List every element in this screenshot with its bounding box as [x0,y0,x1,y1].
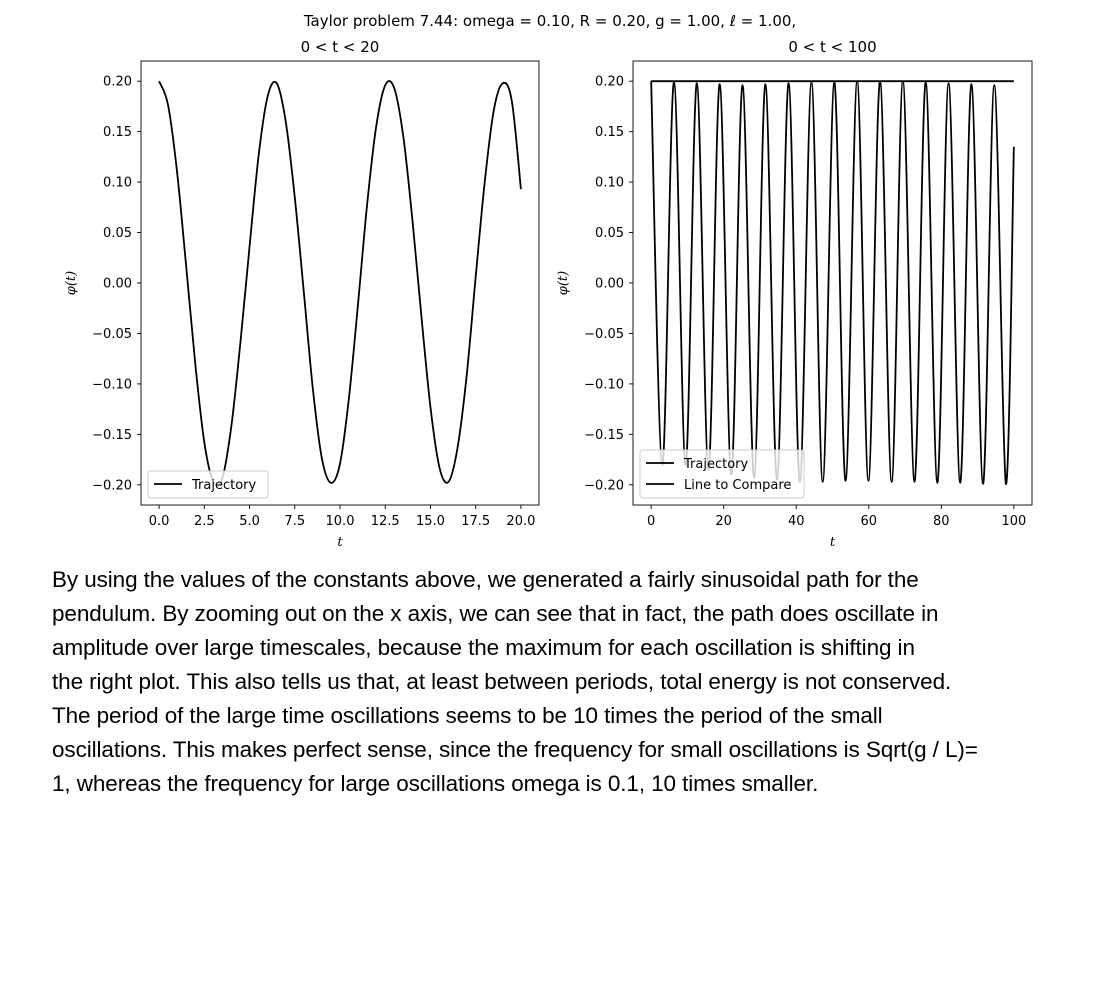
figure-canvas: Taylor problem 7.44: omega = 0.10, R = 0… [64,12,1033,550]
x-tick-label: 60 [860,514,877,529]
x-tick-label: 12.5 [371,514,400,529]
y-tick-label: 0.15 [595,125,624,140]
x-tick-label: 15.0 [416,514,445,529]
axes-title: 0 < t < 20 [301,38,380,56]
x-tick-label: 10.0 [326,514,355,529]
x-axis-label: t [337,535,343,550]
figure: Taylor problem 7.44: omega = 0.10, R = 0… [64,12,1033,550]
y-tick-label: 0.00 [103,277,132,292]
y-tick-label: 0.05 [595,226,624,241]
figure-suptitle: Taylor problem 7.44: omega = 0.10, R = 0… [303,12,796,30]
trajectory-line [650,80,1015,485]
y-tick-label: 0.10 [595,176,624,191]
x-tick-label: 100 [1001,514,1026,529]
right-plot: 0 < t < 100 0 20 40 60 80 100 0.20 0.15 0.10 0.05 0… [556,38,1033,550]
x-tick-label: 5.0 [239,514,260,529]
y-tick-label: −0.05 [92,327,132,342]
y-tick-label: −0.20 [584,478,624,493]
series-group [158,80,522,487]
axes-title: 0 < t < 100 [788,38,876,56]
x-tick-label: 0 [647,514,655,529]
y-tick-label: −0.20 [92,478,132,493]
y-tick-label: −0.10 [584,377,624,392]
y-tick-label: 0.20 [595,75,624,90]
x-tick-label: 40 [788,514,805,529]
trajectory-line [158,80,522,487]
y-tick-label: −0.10 [92,377,132,392]
axes-frame [140,60,540,506]
x-tick-label: 2.5 [194,514,215,529]
y-axis-label: φ(t) [64,271,79,295]
y-tick-label: −0.15 [92,428,132,443]
y-tick-label: 0.20 [103,75,132,90]
x-tick-label: 20.0 [506,514,535,529]
x-axis-label: t [830,535,836,550]
legend: Trajectory Line to Compare [639,449,805,499]
legend-entry: Trajectory [191,478,256,493]
y-tick-label: 0.15 [103,125,132,140]
x-tick-label: 80 [933,514,950,529]
y-axis-label: φ(t) [556,271,571,295]
legend: Trajectory [147,470,269,499]
legend-entry: Trajectory [683,457,748,472]
legend-entry: Line to Compare [684,478,791,493]
x-tick-label: 17.5 [461,514,490,529]
x-tick-label: 0.0 [149,514,170,529]
y-tick-label: −0.15 [584,428,624,443]
left-plot: 0 < t < 20 0.0 2.5 5.0 7.5 10.0 12.5 15.0 17.5 20… [64,38,540,550]
y-tick-label: 0.10 [103,176,132,191]
series-group [650,80,1015,485]
y-tick-label: 0.05 [103,226,132,241]
y-tick-label: −0.05 [584,327,624,342]
legend-box [639,449,805,499]
legend-box [147,470,269,499]
explanation-paragraph: By using the values of the constants abo… [52,567,978,796]
y-tick-label: 0.00 [595,277,624,292]
x-tick-label: 7.5 [284,514,305,529]
x-tick-label: 20 [715,514,732,529]
